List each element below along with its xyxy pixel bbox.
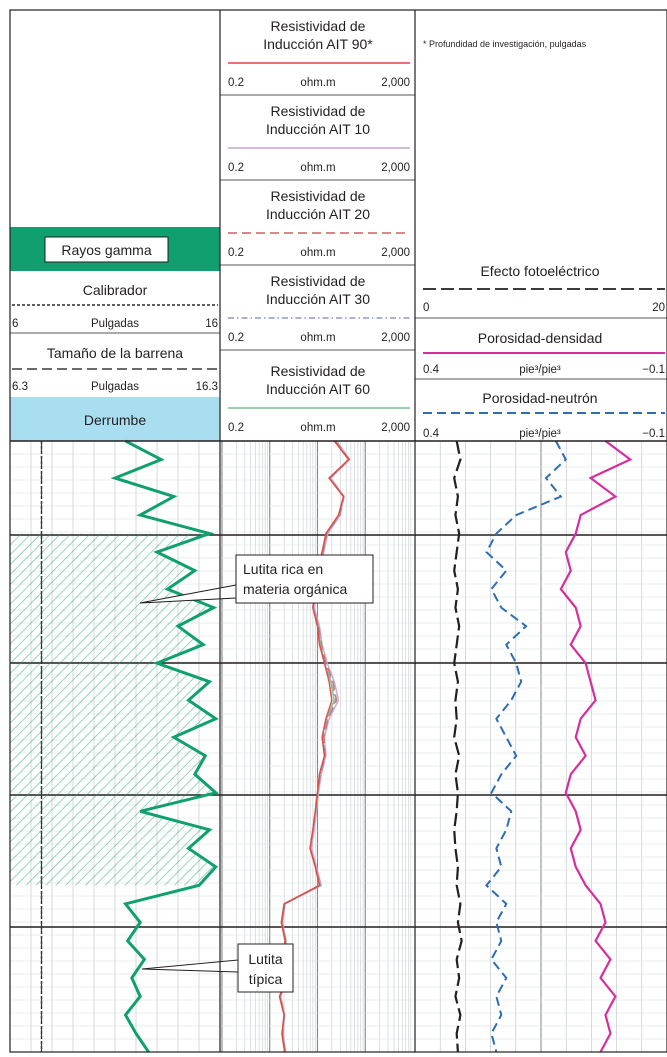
density-label: Porosidad-densidad [478,330,603,346]
gamma-ray-curve [110,439,219,1053]
organic-shale-hatch-fill [10,533,216,886]
density-min: 0.4 [423,364,440,376]
caliper-min: 6 [12,318,18,330]
gamma-header-label-box [44,236,169,263]
bitsize-min: 6.3 [12,381,28,393]
caliper-unit: Pulgadas [91,318,139,330]
callout-typical-shale: Lutita típica [141,943,294,993]
log-body [10,439,667,1053]
ait-scale-max-2: 2,000 [381,247,410,259]
ait-title-line1-0: Resistividad de [271,18,366,34]
ait-title-line2-4: Inducción AIT 60 [266,381,370,397]
callout-organic-shale: Lutita rica en materia orgánica [139,554,374,604]
depth-of-investigation-note: * Profundidad de investigación, pulgadas [423,39,587,49]
callout-organic-line2: materia orgánica [243,581,347,597]
bitsize-label: Tamaño de la barrena [47,345,183,361]
pef-curve [453,440,463,1053]
bitsize-unit: Pulgadas [91,381,139,393]
frame-lines [9,9,667,1053]
caliper-max: 16 [205,318,218,330]
track2-header: Resistividad de Inducción AIT 90* 0.2 ohm.m… [220,18,415,434]
neutron-unit: pie³/pie³ [519,428,561,440]
ait-scale-max-0: 2,000 [381,77,410,89]
callout-organic-box [235,554,374,604]
outer-border [9,9,667,1053]
ait-title-line1-3: Resistividad de [271,273,366,289]
ait-scale-min-2: 0.2 [228,247,244,259]
neutron-label: Porosidad-neutrón [482,390,597,406]
ait-title-line1-1: Resistividad de [271,103,366,119]
ait-scale-min-4: 0.2 [228,422,244,434]
ait-scale-unit-0: ohm.m [300,77,335,89]
pef-min: 0 [423,302,429,314]
ait-scale-unit-3: ohm.m [300,332,335,344]
washout-label: Derrumbe [84,412,146,428]
header: Rayos gamma Calibrador 6 Pulgadas 16 Tam… [10,18,667,441]
density-unit: pie³/pie³ [519,364,561,376]
ait-scale-max-4: 2,000 [381,422,410,434]
ait-scale-max-1: 2,000 [381,162,410,174]
ait-scale-unit-1: ohm.m [300,162,335,174]
callout-typical-box [237,943,294,993]
density-porosity-curve [559,440,633,1053]
ait-scale-min-1: 0.2 [228,162,244,174]
ait-scale-max-3: 2,000 [381,332,410,344]
bitsize-max: 16.3 [196,381,218,393]
washout-header-box [10,397,220,441]
ait-scale-min-0: 0.2 [228,77,244,89]
ait-title-line2-2: Inducción AIT 20 [266,206,370,222]
caliper-label: Calibrador [83,282,148,298]
density-max: −0.1 [642,364,665,376]
ait-scale-unit-2: ohm.m [300,247,335,259]
neutron-max: −0.1 [642,428,665,440]
callout-typical-line2: típica [249,971,283,987]
gamma-label: Rayos gamma [61,242,151,258]
neutron-min: 0.4 [423,428,440,440]
ait-title-line1-2: Resistividad de [271,188,366,204]
ait-title-line2-1: Inducción AIT 10 [266,121,370,137]
callout-organic-line1: Lutita rica en [243,561,323,577]
ait-title-line2-3: Inducción AIT 30 [266,291,370,307]
pef-label: Efecto fotoeléctrico [480,263,599,279]
pef-max: 20 [652,302,665,314]
callout-typical-line1: Lutita [248,951,282,967]
ait-scale-unit-4: ohm.m [300,422,335,434]
ait-title-line1-4: Resistividad de [271,363,366,379]
neutron-porosity-curve [485,440,568,1053]
ait-title-line2-0: Inducción AIT 90* [263,36,373,52]
ait-scale-min-3: 0.2 [228,332,244,344]
